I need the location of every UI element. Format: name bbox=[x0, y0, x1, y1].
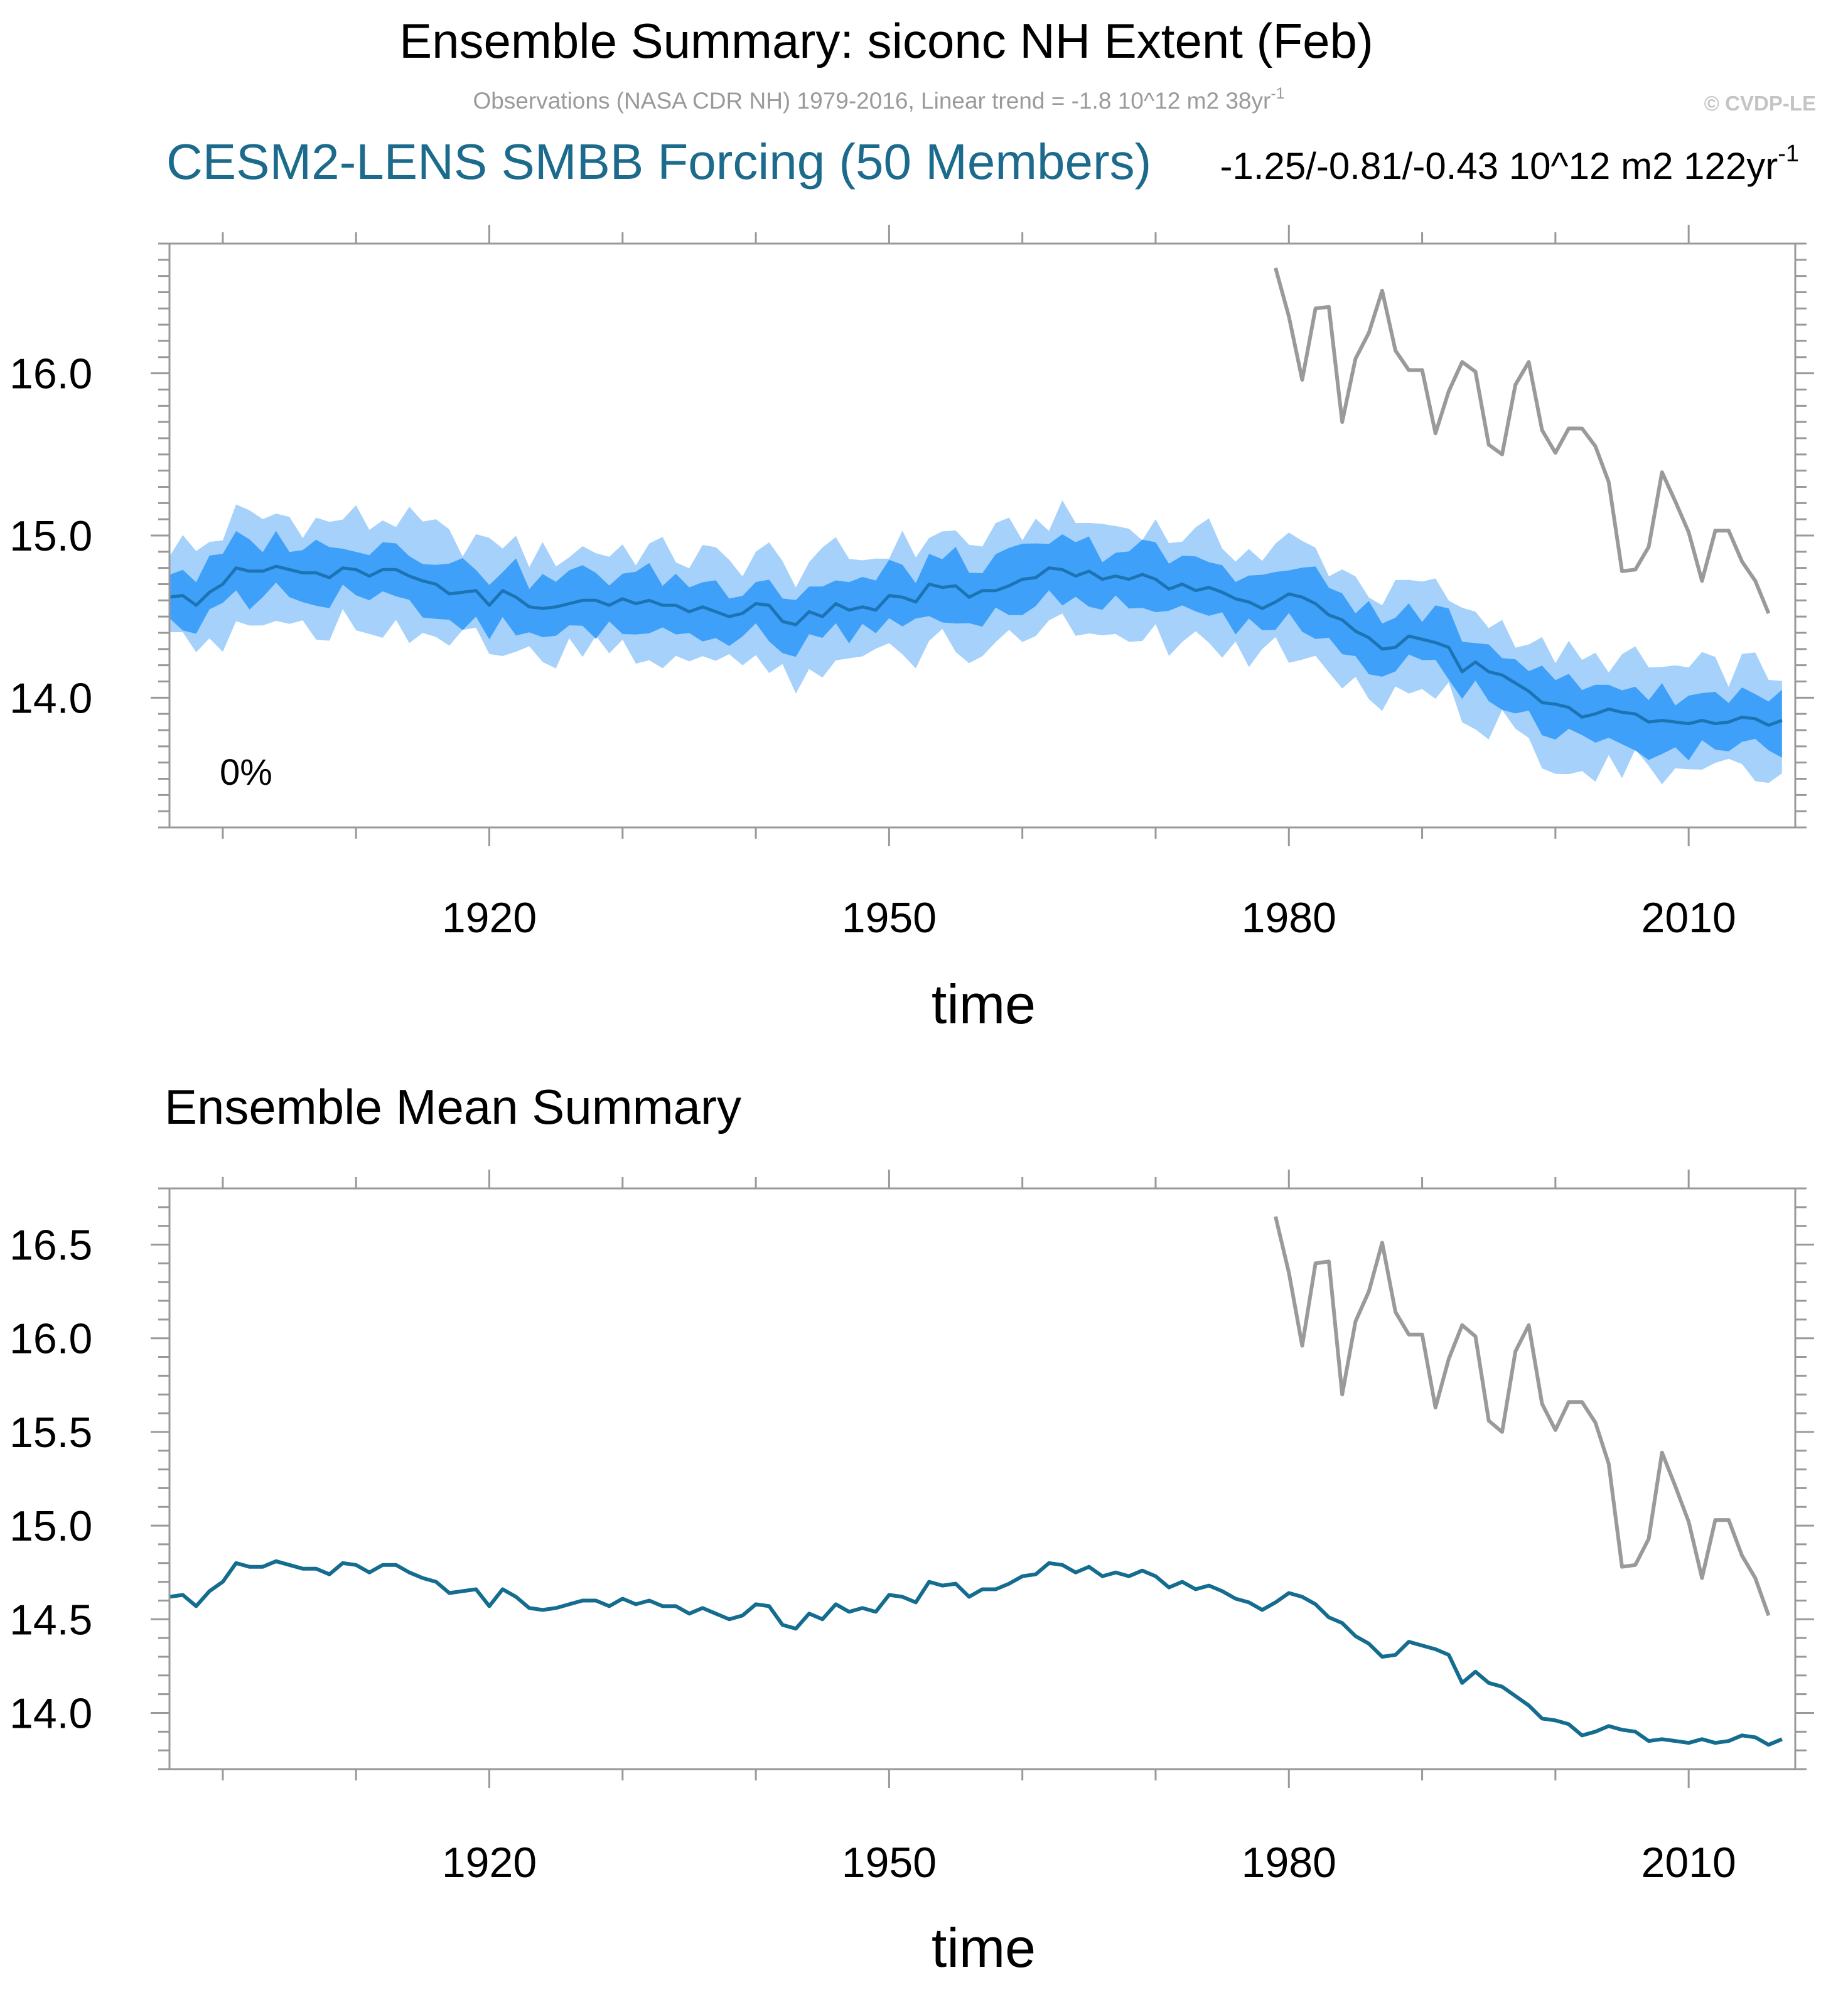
panel1-xtick-label: 1950 bbox=[842, 894, 937, 942]
panel1-percent-annotation: 0% bbox=[220, 752, 272, 793]
panel1-observations-group bbox=[1274, 267, 1771, 615]
figure-title: Ensemble Summary: siconc NH Extent (Feb) bbox=[399, 13, 1373, 68]
panel1-trend-sup: -1 bbox=[1778, 141, 1799, 167]
panel2-xtick-label: 1920 bbox=[442, 1839, 537, 1887]
panel1-ensemble-mean-line bbox=[169, 564, 1783, 727]
panel1-outer-band-group bbox=[169, 500, 1782, 785]
panel2-xtick-label: 1950 bbox=[842, 1839, 937, 1887]
panel1-trend-label: -1.25/-0.81/-0.43 10^12 m2 122yr-1 bbox=[1220, 141, 1800, 187]
panel2-ensemble-mean-group bbox=[169, 1559, 1783, 1747]
panel2-frame bbox=[168, 1187, 1797, 1770]
panel1-outer-band bbox=[169, 500, 1782, 785]
copyright-label: © CVDP-LE bbox=[1704, 92, 1816, 115]
panel2-ytick-label: 16.5 bbox=[9, 1222, 92, 1269]
observations-note: Observations (NASA CDR NH) 1979-2016, Li… bbox=[473, 85, 1284, 114]
panel1-ytick-label: 16.0 bbox=[9, 350, 92, 398]
panel1-xtick-label: 1980 bbox=[1242, 894, 1336, 942]
observations-note-sup: -1 bbox=[1270, 85, 1284, 102]
panel2-ticks: 1920 1950 1980 2010 14.0 14.5 15.0 15.5 16.0 16.5 bbox=[9, 1170, 1814, 1887]
panel1-plot: 1920 1950 1980 2010 14.0 15.0 16.0 0% bbox=[9, 225, 1814, 942]
panel2-ytick-label: 15.0 bbox=[9, 1502, 92, 1550]
panel2-ytick-label: 14.0 bbox=[9, 1689, 92, 1737]
observations-note-text: Observations (NASA CDR NH) 1979-2016, Li… bbox=[473, 88, 1270, 114]
panel2-ytick-label: 15.5 bbox=[9, 1409, 92, 1456]
panel2-ytick-label: 14.5 bbox=[9, 1596, 92, 1644]
panel1-observations-line bbox=[1274, 267, 1771, 615]
panel1-ensemble-mean-group bbox=[169, 564, 1783, 727]
panel2-ensemble-mean-line bbox=[169, 1559, 1783, 1747]
panel1-ytick-label: 14.0 bbox=[9, 674, 92, 722]
panel1-title: CESM2-LENS SMBB Forcing (50 Members) bbox=[166, 134, 1151, 190]
panel1-ticks: 1920 1950 1980 2010 14.0 15.0 16.0 bbox=[9, 225, 1814, 942]
panel1-ytick-label: 15.0 bbox=[9, 512, 92, 560]
panel2-title: Ensemble Mean Summary bbox=[164, 1079, 741, 1134]
panel1-inner-band-group bbox=[169, 530, 1782, 761]
panel2-plot: 1920 1950 1980 2010 14.0 14.5 15.0 15.5 16.0 16.5 bbox=[9, 1170, 1814, 1887]
panel2-xtick-label: 1980 bbox=[1242, 1839, 1336, 1887]
panel2-observations-group bbox=[1274, 1216, 1771, 1617]
panel1-xtick-label: 2010 bbox=[1641, 894, 1736, 942]
panel2-xtick-label: 2010 bbox=[1641, 1839, 1736, 1887]
panel2-ytick-label: 16.0 bbox=[9, 1315, 92, 1363]
panel2-xlabel: time bbox=[932, 1917, 1036, 1979]
panel1-xlabel: time bbox=[932, 973, 1036, 1035]
panel1-xtick-label: 1920 bbox=[442, 894, 537, 942]
panel2-observations-line bbox=[1274, 1216, 1771, 1617]
panel1-inner-band bbox=[169, 530, 1782, 761]
panel1-trend-text: -1.25/-0.81/-0.43 10^12 m2 122yr bbox=[1220, 145, 1778, 187]
